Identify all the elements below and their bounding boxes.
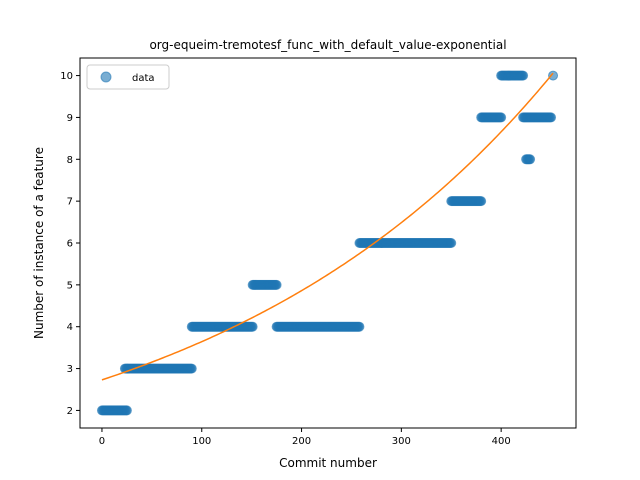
x-tick-label: 300 [392,436,411,447]
data-point [186,363,197,374]
data-point [354,321,365,332]
legend-marker-data [100,71,112,83]
y-axis-label: Number of instance of a feature [32,147,46,339]
data-point [548,70,559,81]
x-axis: 0 100 200 300 400 [99,428,511,447]
data-points [96,70,559,416]
y-tick-label: 3 [67,364,73,375]
y-axis: 2 3 4 5 6 7 8 9 10 [60,71,80,417]
data-point [546,112,557,123]
data-point [518,70,529,81]
data-point [525,154,536,165]
y-tick-label: 10 [60,71,73,82]
y-tick-label: 7 [67,197,73,208]
fit-line [101,72,554,381]
data-point [446,238,457,248]
legend: data [86,64,170,90]
x-tick-label: 400 [492,436,511,447]
data-point [247,321,258,332]
data-point [121,405,132,416]
y-tick-label: 4 [67,322,73,333]
y-tick-label: 5 [67,280,73,291]
data-point [271,279,282,290]
legend-label-data: data [132,73,155,84]
data-point [496,112,507,123]
legend-box [86,64,170,90]
y-tick-label: 8 [67,155,73,166]
x-tick-label: 0 [99,436,105,447]
y-tick-label: 2 [67,406,73,417]
x-axis-label: Commit number [279,456,377,470]
x-tick-label: 200 [292,436,311,447]
y-tick-label: 9 [67,113,73,124]
data-point [476,196,487,207]
x-tick-label: 100 [192,436,211,447]
chart-title: org-equeim-tremotesf_func_with_default_v… [149,38,506,52]
fit-layer [101,72,554,381]
y-tick-label: 6 [67,239,73,250]
